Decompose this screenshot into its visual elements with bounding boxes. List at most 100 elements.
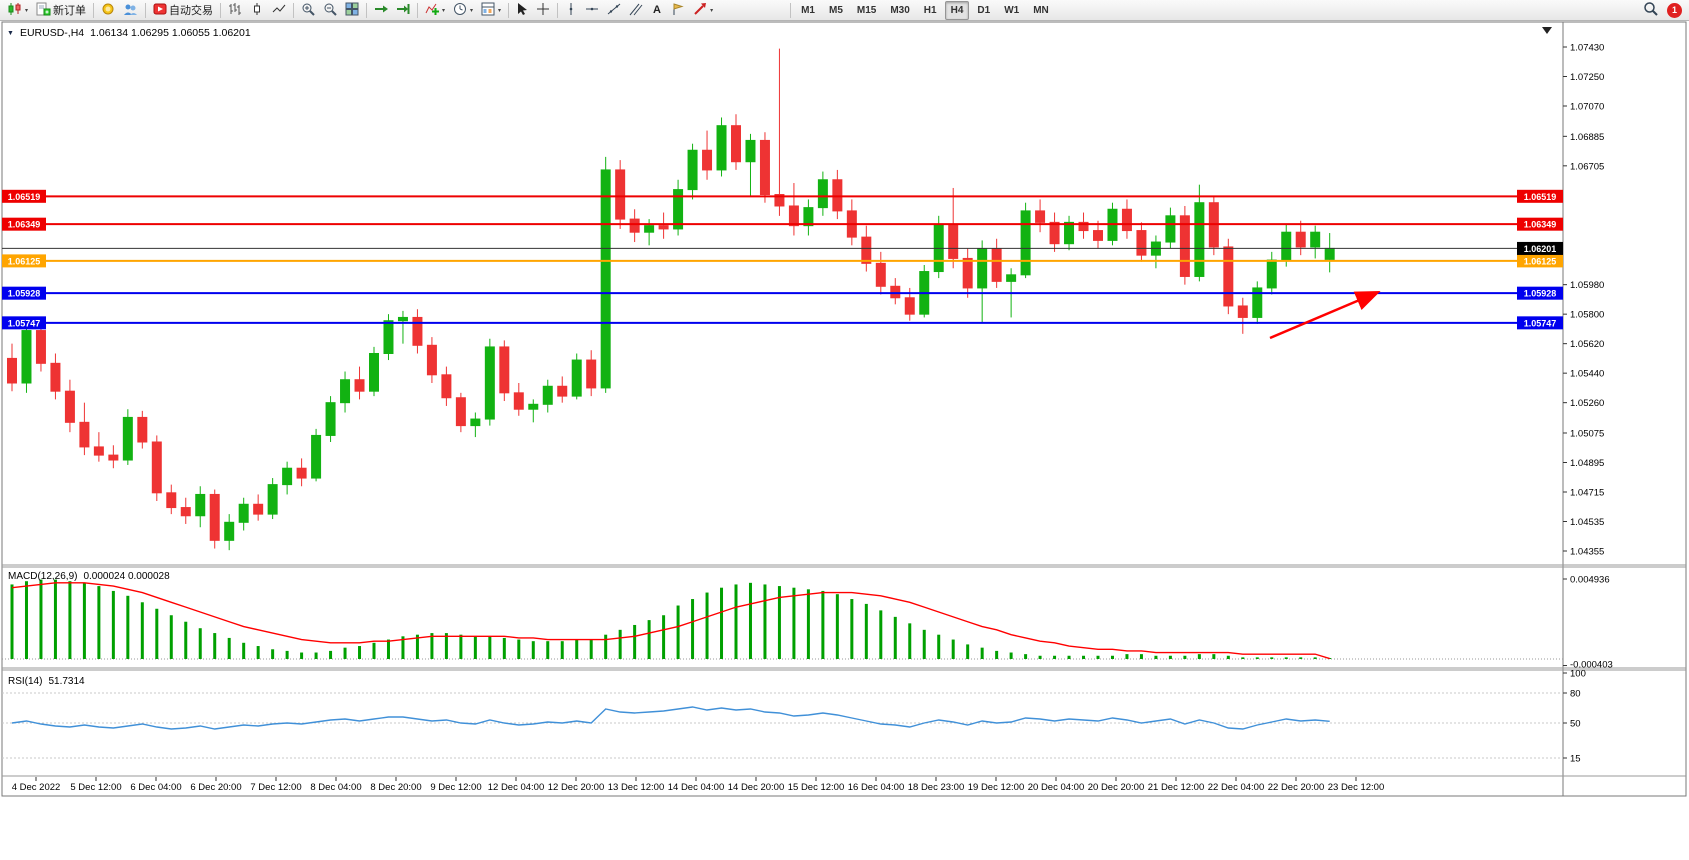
candle-body: [571, 359, 582, 397]
timeframe-H1[interactable]: H1: [923, 4, 937, 16]
macd-bar: [1168, 655, 1172, 659]
price-tick-label: 1.07250: [1570, 72, 1604, 83]
autoscroll-icon: [374, 2, 389, 19]
price-tick-label: 1.06885: [1570, 132, 1604, 143]
chart-menu-icon[interactable]: ▼: [7, 29, 14, 37]
trend-arrow[interactable]: [1269, 291, 1381, 340]
textA-icon: A: [651, 2, 663, 19]
timeframe-M15[interactable]: M15: [856, 4, 877, 16]
macd-bar: [864, 603, 868, 659]
rsi-value: 51.7314: [48, 676, 85, 687]
timeframe-MN[interactable]: MN: [1033, 4, 1049, 16]
macd-indicator-label: MACD(12,26,9) 0.000024 0.000028: [8, 571, 170, 582]
price-tick-label: 1.05260: [1570, 398, 1604, 409]
price-badge-text: 1.05747: [1524, 318, 1557, 328]
candle-body: [122, 416, 133, 461]
horizontal-line-button[interactable]: [582, 0, 602, 20]
time-label: 6 Dec 20:00: [190, 782, 241, 793]
notification-badge[interactable]: 1: [1667, 2, 1682, 18]
tile-windows-button[interactable]: [342, 0, 362, 20]
macd-bar: [1241, 657, 1245, 659]
line-chart-type-button[interactable]: [269, 0, 289, 20]
timeframe-D1[interactable]: D1: [977, 4, 991, 16]
rsi-level-label: 15: [1570, 754, 1581, 765]
autotrade-button[interactable]: 自动交易: [150, 0, 216, 20]
bar-chart-type-button[interactable]: [225, 0, 245, 20]
macd-bar: [97, 586, 101, 659]
market-watch-button[interactable]: [98, 0, 118, 20]
cursor-button[interactable]: [513, 0, 531, 20]
auto-scroll-button[interactable]: [371, 0, 391, 20]
candle-body: [397, 316, 408, 322]
candle-body: [861, 236, 872, 264]
candlestick-chart-type-button[interactable]: [247, 0, 267, 20]
zoom-in-button[interactable]: [298, 0, 318, 20]
candle-body: [455, 397, 466, 427]
templates-button[interactable]: ▾: [478, 0, 504, 20]
macd-bar: [1299, 657, 1303, 659]
candle-body: [745, 139, 756, 163]
timeframe-M30[interactable]: M30: [890, 4, 910, 16]
candle-body: [1165, 215, 1176, 243]
macd-bar: [82, 582, 86, 659]
candle-body: [586, 359, 597, 389]
text-label-button[interactable]: [668, 0, 688, 20]
trend-icon: [607, 2, 621, 19]
vertical-line-button[interactable]: [562, 0, 580, 20]
time-label: 4 Dec 2022: [12, 782, 61, 793]
main-toolbar: ▾ 新订单 自动交易 ▾ ▾ ▾ A ▾ M1 M5 M15 M30 H1 H4 D1 W1 MN 1: [0, 0, 1689, 21]
candle-body: [731, 125, 741, 163]
macd-bar: [271, 649, 275, 659]
chart-shift-marker[interactable]: [1542, 27, 1552, 34]
equidistant-channel-button[interactable]: [626, 0, 646, 20]
macd-bar: [879, 610, 883, 659]
timeframe-M1[interactable]: M1: [801, 4, 815, 16]
crosshair-button[interactable]: [533, 0, 553, 20]
label-icon: [671, 2, 685, 19]
macd-bar: [748, 582, 752, 659]
candle-body: [875, 262, 886, 287]
toolbar-separator: [417, 2, 419, 18]
community-button[interactable]: [120, 0, 141, 20]
macd-bar: [922, 629, 926, 659]
candle-body: [1281, 231, 1292, 261]
timeframe-M5[interactable]: M5: [828, 4, 843, 16]
time-label: 15 Dec 12:00: [788, 782, 845, 793]
arrow-objects-button[interactable]: ▾: [690, 0, 716, 20]
search-button[interactable]: [1640, 0, 1661, 20]
chart-shift-button[interactable]: [393, 0, 413, 20]
zoom-out-button[interactable]: [320, 0, 340, 20]
candle-body: [542, 385, 553, 405]
new-chart-button[interactable]: ▾: [4, 0, 31, 20]
rsi-level-label: 100: [1570, 669, 1586, 680]
new-order-button[interactable]: 新订单: [33, 0, 89, 20]
periods-button[interactable]: ▾: [450, 0, 476, 20]
candle-body: [615, 169, 626, 220]
macd-bar: [705, 592, 709, 659]
macd-bar: [575, 639, 579, 659]
macd-bar: [604, 634, 608, 659]
candle-body: [817, 179, 828, 209]
macd-bar: [850, 599, 854, 659]
candles-icon: [7, 2, 22, 19]
candle-body: [1020, 210, 1031, 276]
candle-body: [803, 207, 814, 227]
time-label: 9 Dec 12:00: [430, 782, 481, 793]
shift-icon: [396, 2, 410, 19]
price-tick-label: 1.04895: [1570, 458, 1604, 469]
candle-body: [383, 320, 394, 354]
macd-bar: [155, 608, 159, 659]
text-button[interactable]: A: [648, 0, 666, 20]
candle-body: [35, 330, 46, 364]
trendline-button[interactable]: [604, 0, 624, 20]
toolbar-separator: [145, 2, 147, 18]
indicators-button[interactable]: ▾: [422, 0, 448, 20]
macd-bar: [835, 594, 839, 659]
candle-body: [1310, 231, 1321, 248]
timeframe-H4[interactable]: H4: [944, 0, 970, 20]
chevron-down-icon: ▾: [25, 7, 29, 14]
timeframe-W1[interactable]: W1: [1004, 4, 1020, 16]
candle-body: [557, 385, 568, 397]
macd-scale-max: 0.004936: [1570, 575, 1610, 586]
macd-bar: [1313, 657, 1317, 659]
